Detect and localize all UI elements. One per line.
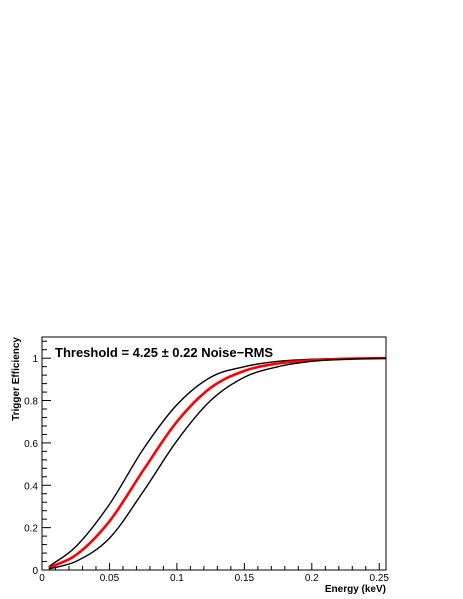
x-axis-title: Energy (keV) bbox=[325, 584, 386, 595]
x-tick-label: 0 bbox=[39, 573, 45, 584]
x-tick-label: 0.1 bbox=[170, 573, 184, 584]
x-tick-label: 0.2 bbox=[305, 573, 319, 584]
y-axis-title: Trigger Efficiency bbox=[11, 337, 22, 421]
y-tick-label: 1 bbox=[32, 354, 38, 365]
y-tick-label: 0.8 bbox=[24, 397, 38, 408]
series-line-2 bbox=[49, 358, 386, 569]
threshold-annotation: Threshold = 4.25 ± 0.22 Noise−RMS bbox=[55, 345, 273, 360]
y-tick-label: 0.2 bbox=[24, 524, 38, 535]
series-line-0 bbox=[49, 358, 386, 567]
x-tick-label: 0.15 bbox=[235, 573, 255, 584]
y-tick-label: 0.6 bbox=[24, 439, 38, 450]
y-tick-label: 0.4 bbox=[24, 481, 38, 492]
ticks-layer: 0 0.05 0.1 0.15 0.2 0.25 0 0.2 0.4 0.6 0.8 1 bbox=[24, 341, 389, 584]
y-tick-label: 0 bbox=[32, 566, 38, 577]
x-tick-label: 0.25 bbox=[370, 573, 390, 584]
series-line-1 bbox=[49, 358, 386, 568]
x-tick-label: 0.05 bbox=[100, 573, 120, 584]
plot-frame bbox=[42, 337, 386, 570]
series-layer bbox=[49, 358, 386, 569]
